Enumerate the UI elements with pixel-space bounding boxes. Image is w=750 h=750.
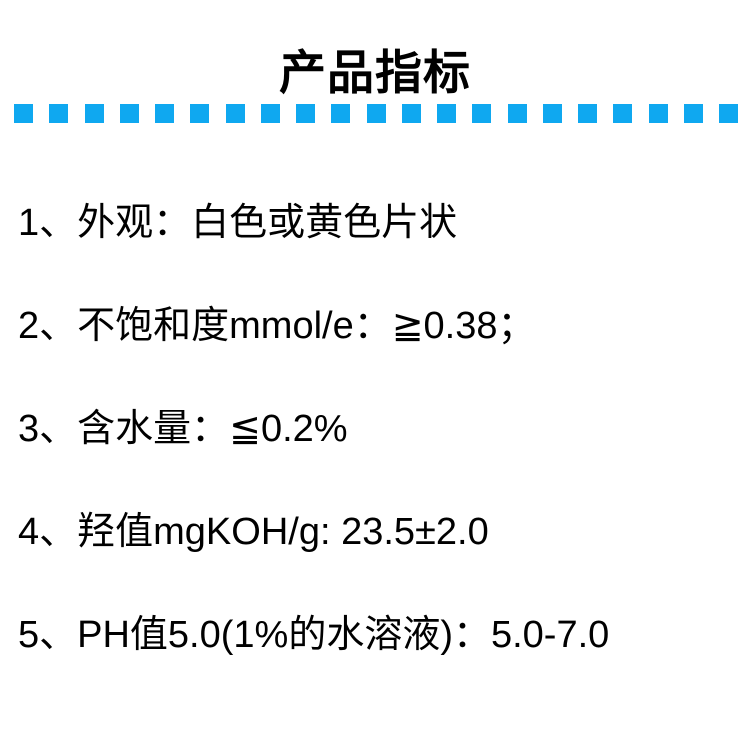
divider-dash xyxy=(84,104,104,123)
divider-dash xyxy=(613,104,633,123)
page-title-container: 产品指标 xyxy=(0,14,750,133)
divider-dash xyxy=(648,104,668,123)
divider-dash xyxy=(719,104,738,123)
divider-dash xyxy=(437,104,456,123)
spec-item-unsaturation: 2、不饱和度mmol/e：≧0.38； xyxy=(18,305,536,347)
spec-item-ph-value: 5、PH值5.0(1%的水溶液)：5.0-7.0 xyxy=(18,614,610,656)
divider-dash xyxy=(683,104,703,123)
divider-dash xyxy=(155,104,174,123)
spec-item-appearance: 1、外观：白色或黄色片状 xyxy=(18,202,458,244)
divider-dash xyxy=(578,104,597,123)
divider-dash xyxy=(49,104,69,123)
divider-dash xyxy=(401,104,421,123)
divider-dash xyxy=(119,104,139,123)
divider-dash xyxy=(296,104,315,123)
divider-dash xyxy=(507,104,527,123)
divider-dash xyxy=(260,104,280,123)
divider-dash xyxy=(542,104,562,123)
spec-list: 1、外观：白色或黄色片状 2、不饱和度mmol/e：≧0.38； 3、含水量：≦… xyxy=(18,196,744,662)
page-title: 产品指标 xyxy=(279,46,471,100)
divider-dash xyxy=(190,104,210,123)
divider-dash xyxy=(14,104,33,123)
divider-dash xyxy=(472,104,492,123)
dashed-divider xyxy=(14,104,738,123)
divider-dash xyxy=(225,104,245,123)
divider-dash xyxy=(331,104,351,123)
spec-item-hydroxyl-value: 4、羟值mgKOH/g: 23.5±2.0 xyxy=(18,511,489,553)
spec-item-water-content: 3、含水量：≦0.2% xyxy=(18,408,348,450)
divider-dash xyxy=(366,104,386,123)
